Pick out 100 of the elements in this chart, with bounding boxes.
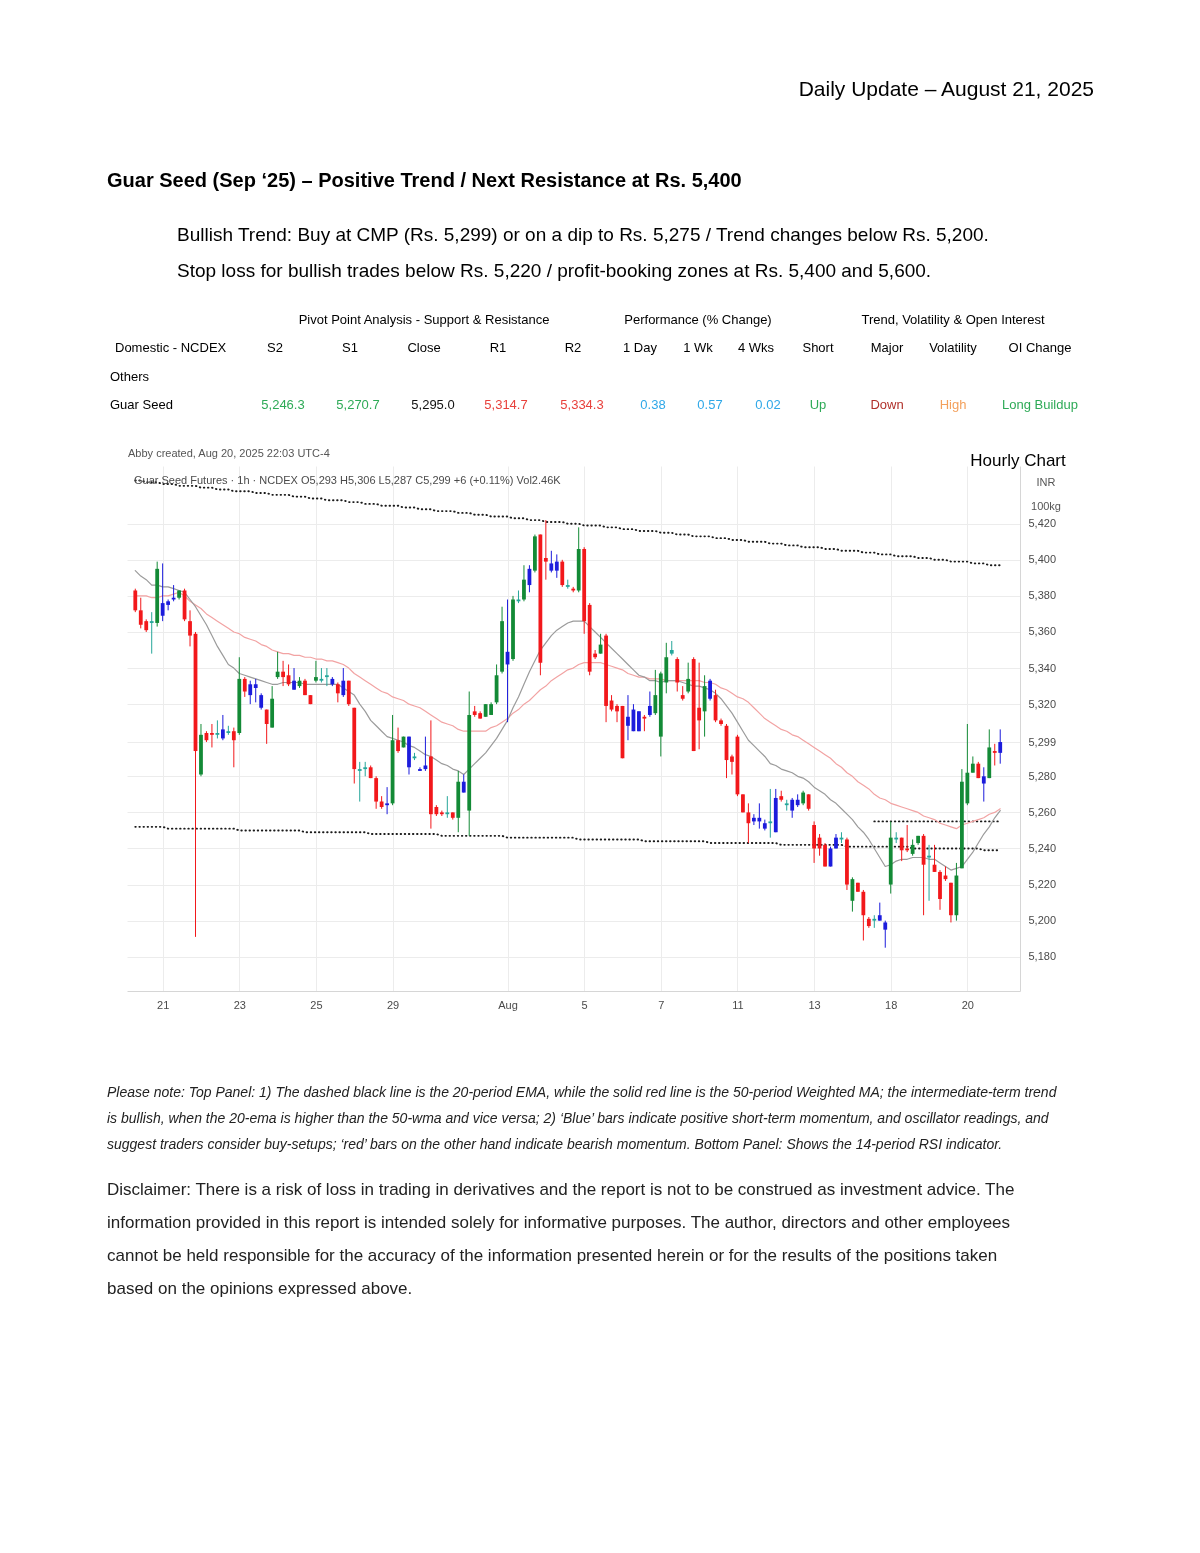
y-tick-label: 5,400 — [1028, 553, 1057, 566]
text: Bullish Trend: Buy at CMP (Rs. 5,299) or on a dip to Rs. 5,275 / Trend changes below Rs. 5,200. — [177, 224, 989, 245]
y-tick-label: 5,180 — [1028, 950, 1057, 963]
category-label: OI Change — [1008, 340, 1072, 355]
y-tick-label: 5,420 — [1028, 517, 1057, 530]
candlestick — [543, 519, 548, 581]
candlestick — [188, 609, 192, 647]
candlestick — [231, 727, 236, 768]
y-tick-label: 5,260 — [1028, 805, 1057, 818]
text: 0.02 — [755, 397, 781, 412]
x-tick-label: 23 — [233, 998, 246, 1011]
candlestick — [981, 766, 986, 803]
category-label: 1 Wk — [683, 340, 714, 355]
candlestick — [812, 820, 816, 864]
text: Down — [870, 397, 904, 412]
candlestick — [292, 667, 296, 691]
candlestick — [346, 680, 351, 707]
candlestick — [790, 797, 795, 819]
text: Abby created, Aug 20, 2025 22:03 UTC-4 — [128, 447, 330, 459]
candlestick — [626, 694, 630, 741]
x-tick-label: 7 — [658, 998, 665, 1011]
candlestick — [445, 795, 450, 819]
y-tick-label: 5,380 — [1028, 589, 1057, 602]
x-tick-label: 25 — [310, 998, 323, 1011]
candlestick — [554, 553, 559, 579]
candlestick — [248, 680, 253, 705]
x-tick-label: 11 — [732, 998, 744, 1011]
candlestick — [861, 889, 866, 941]
candlestick — [418, 766, 422, 772]
category-label: Volatility — [929, 340, 978, 355]
text: 5,270.7 — [336, 397, 380, 412]
candlestick — [396, 727, 400, 754]
x-tick-label: 21 — [157, 998, 170, 1011]
y-tick-label: 5,240 — [1028, 841, 1057, 854]
candlestick — [883, 920, 888, 949]
category-label: S2 — [267, 340, 283, 355]
candlestick — [242, 676, 247, 698]
text: Performance (% Change) — [624, 312, 772, 327]
candlestick — [877, 902, 882, 922]
candlestick — [549, 550, 554, 573]
text: 0.57 — [697, 397, 723, 412]
x-tick-label: 20 — [961, 998, 974, 1011]
candlestick — [768, 788, 773, 839]
candlestick — [992, 743, 997, 766]
category-label: Guar Seed — [110, 397, 173, 412]
candlestick — [385, 786, 389, 815]
candlestick — [730, 754, 734, 776]
candlestick — [253, 678, 258, 703]
category-label: R1 — [489, 340, 507, 355]
candlestick — [647, 691, 652, 718]
text: 5,334.3 — [560, 397, 604, 412]
text: Domestic - NCDEX — [115, 340, 227, 355]
candlestick — [374, 775, 379, 810]
candlestick — [210, 723, 214, 748]
candlestick — [275, 651, 280, 680]
text: High — [939, 397, 967, 412]
y-tick-label: 5,299 — [1028, 735, 1057, 748]
candlestick — [998, 728, 1003, 765]
category-label: Others — [110, 369, 150, 384]
candlestick — [357, 761, 362, 803]
x-tick-label: 29 — [386, 998, 400, 1011]
line-series — [134, 591, 1001, 830]
text: Guar Seed (Sep ‘25) – Positive Trend / Next Resistance at Rs. 5,400 — [107, 169, 742, 191]
text: Stop loss for bullish trades below Rs. 5,220 / profit-booking zones at Rs. 5,400 and 5,600. — [177, 260, 932, 281]
y-tick-label: 5,320 — [1028, 697, 1057, 710]
candlestick — [522, 564, 526, 602]
text: 0.38 — [640, 397, 666, 412]
candlestick — [220, 714, 225, 741]
chart-title: Hourly Chart — [970, 451, 1066, 470]
candlestick — [653, 669, 658, 716]
candlestick — [823, 842, 827, 868]
y-tick-label: 5,340 — [1028, 661, 1057, 674]
x-tick-label: 18 — [885, 998, 898, 1011]
candlestick — [215, 719, 220, 739]
y-axis-title: INR 100kg — [1031, 476, 1061, 512]
category-label: R2 — [564, 340, 582, 355]
candlestick — [615, 703, 619, 723]
candlestick — [133, 588, 138, 613]
y-tick-label: 5,360 — [1028, 625, 1057, 638]
candlestick — [149, 611, 154, 655]
text: Disclaimer: There is a risk of loss in trading in derivatives and the report is not to be construed as investment advice. The information provided in this report is intended solely for informative purposes. The author, directors and other employees cannot be held responsible for the accuracy of the information presented herein or for the results of the positions taken based on the opinions expressed above. — [107, 1180, 1015, 1298]
category-label: Close — [407, 340, 441, 355]
y-tick-label: 5,280 — [1028, 769, 1057, 782]
candlestick — [708, 678, 712, 702]
candlestick — [686, 662, 691, 694]
candlestick — [335, 681, 340, 703]
candlestick — [461, 774, 466, 794]
text: Daily Update – August 21, 2025 — [798, 77, 1094, 100]
text: 5,295.0 — [411, 397, 455, 412]
text: Pivot Point Analysis - Support & Resistance — [298, 312, 550, 327]
candlestick — [281, 660, 285, 687]
category-label: 4 Wks — [737, 340, 775, 355]
text: 5,314.7 — [484, 397, 528, 412]
category-label: Major — [870, 340, 904, 355]
line-series — [134, 570, 1001, 871]
text: Trend, Volatility & Open Interest — [861, 312, 1045, 327]
y-tick-label: 5,220 — [1028, 878, 1057, 891]
category-label: S1 — [342, 340, 358, 355]
category-label: 1 Day — [623, 340, 658, 355]
candlestick — [314, 660, 318, 683]
